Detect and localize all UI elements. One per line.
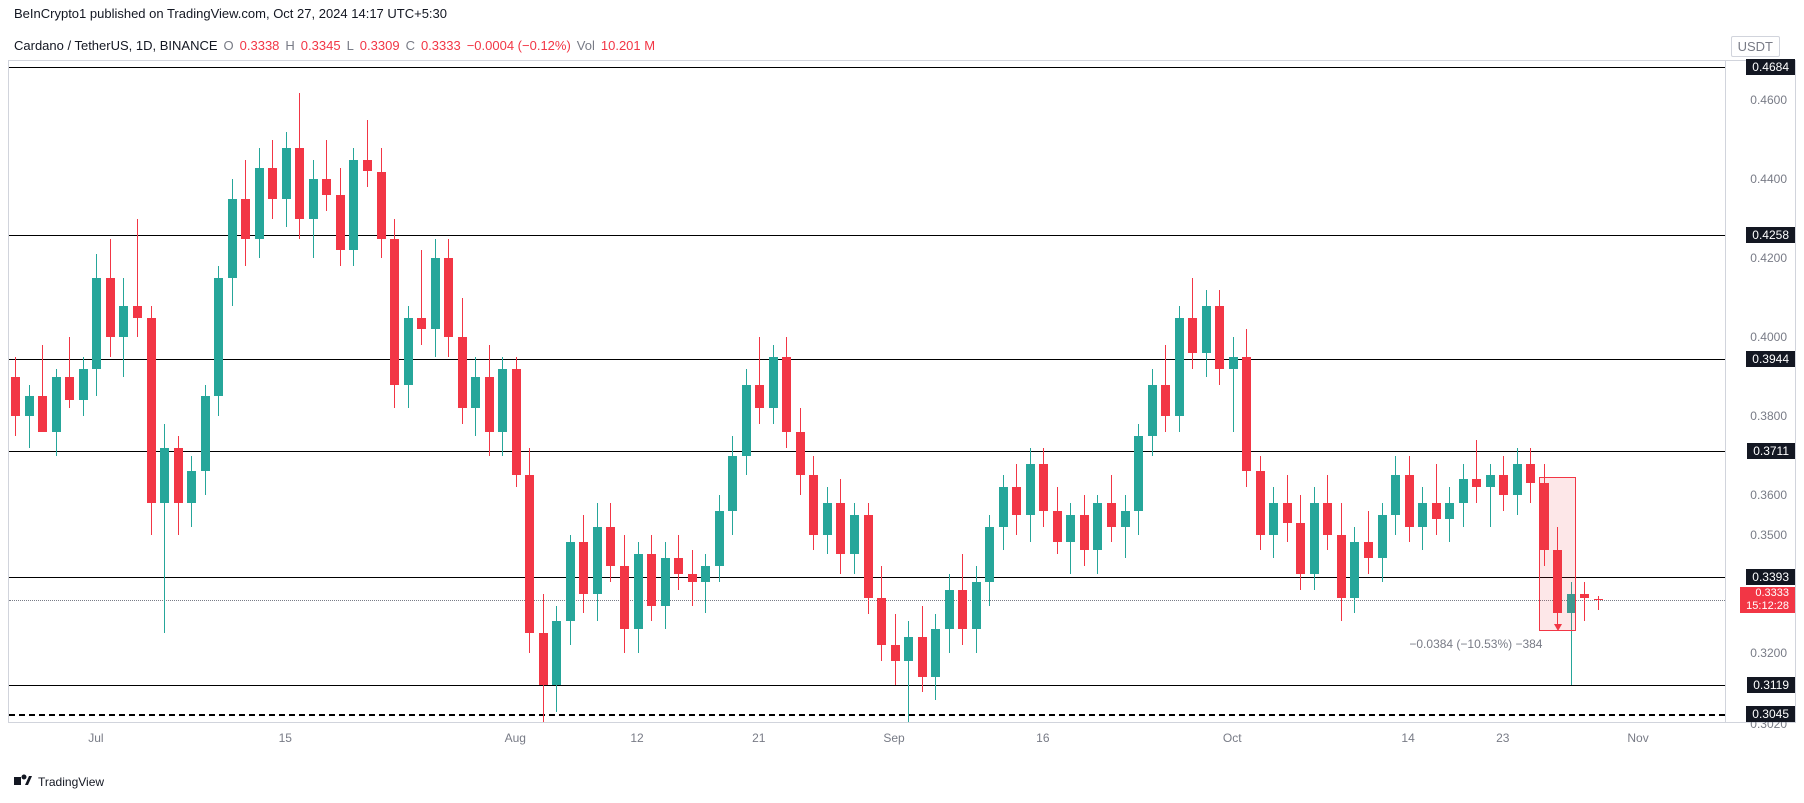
vol-label: Vol bbox=[577, 38, 595, 53]
time-axis[interactable]: Jul 15 Aug 12 21 Sep 16 Oct 14 23 Nov bbox=[8, 725, 1726, 755]
ohlc-c-label: C bbox=[406, 38, 415, 53]
horizontal-line[interactable] bbox=[9, 235, 1725, 236]
hline-price-label: 0.4258 bbox=[1746, 227, 1795, 243]
y-tick-label: 0.4200 bbox=[1750, 251, 1787, 265]
symbol-name[interactable]: Cardano / TetherUS, 1D, BINANCE bbox=[14, 38, 218, 53]
ohlc-change: −0.0004 (−0.12%) bbox=[467, 38, 571, 53]
hline-price-label: 0.3393 bbox=[1746, 569, 1795, 585]
ohlc-c: 0.3333 bbox=[421, 38, 461, 53]
y-tick-label: 0.3600 bbox=[1750, 488, 1787, 502]
x-tick-label: Nov bbox=[1627, 731, 1648, 745]
publish-header: BeInCrypto1 published on TradingView.com… bbox=[0, 0, 1804, 30]
measure-box[interactable] bbox=[1539, 477, 1576, 631]
price-plot[interactable]: −0.0384 (−10.53%) −384 bbox=[9, 61, 1725, 722]
y-tick-label: 0.3800 bbox=[1750, 409, 1787, 423]
hline-price-label: 0.3944 bbox=[1746, 351, 1795, 367]
y-tick-label: 0.3500 bbox=[1750, 528, 1787, 542]
x-tick-label: Aug bbox=[505, 731, 526, 745]
x-tick-label: 12 bbox=[630, 731, 643, 745]
ohlc-o-label: O bbox=[224, 38, 234, 53]
x-tick-label: 21 bbox=[752, 731, 765, 745]
x-tick-label: 16 bbox=[1036, 731, 1049, 745]
y-tick-label: 0.4400 bbox=[1750, 172, 1787, 186]
horizontal-line[interactable] bbox=[9, 451, 1725, 452]
horizontal-line[interactable] bbox=[9, 67, 1725, 68]
chart-container: BeInCrypto1 published on TradingView.com… bbox=[0, 0, 1804, 803]
ohlc-h: 0.3345 bbox=[301, 38, 341, 53]
current-price-label: 0.333315:12:28 bbox=[1740, 587, 1795, 613]
measure-arrow-icon bbox=[1554, 624, 1562, 631]
hline-price-label: 0.4684 bbox=[1746, 59, 1795, 75]
horizontal-line[interactable] bbox=[9, 685, 1725, 686]
tradingview-attribution: TradingView bbox=[14, 774, 104, 789]
horizontal-line[interactable] bbox=[9, 359, 1725, 360]
horizontal-line[interactable] bbox=[9, 714, 1725, 716]
y-tick-label: 0.3200 bbox=[1750, 646, 1787, 660]
hline-price-label: 0.3119 bbox=[1747, 677, 1795, 693]
hline-price-label: 0.3711 bbox=[1747, 443, 1795, 459]
y-tick-label: 0.4600 bbox=[1750, 93, 1787, 107]
ohlc-l-label: L bbox=[347, 38, 354, 53]
price-axis[interactable]: 0.4600 0.4400 0.4200 0.4000 0.3800 0.3600 0.35… bbox=[1725, 61, 1795, 722]
symbol-legend: Cardano / TetherUS, 1D, BINANCE O0.3338 … bbox=[14, 38, 655, 53]
x-tick-label: Sep bbox=[883, 731, 904, 745]
y-tick-label: 0.4000 bbox=[1750, 330, 1787, 344]
tradingview-logo-icon bbox=[14, 774, 32, 789]
ohlc-h-label: H bbox=[285, 38, 294, 53]
x-tick-label: 15 bbox=[279, 731, 292, 745]
tradingview-brand-text: TradingView bbox=[38, 775, 104, 789]
x-tick-label: Jul bbox=[88, 731, 103, 745]
ohlc-l: 0.3309 bbox=[360, 38, 400, 53]
chart-panel[interactable]: −0.0384 (−10.53%) −384 0.4600 0.4400 0.420… bbox=[8, 60, 1796, 723]
x-tick-label: 14 bbox=[1401, 731, 1414, 745]
hline-price-label: 0.3045 bbox=[1746, 706, 1795, 722]
ohlc-o: 0.3338 bbox=[240, 38, 280, 53]
x-tick-label: Oct bbox=[1223, 731, 1242, 745]
vol-value: 10.201 M bbox=[601, 38, 655, 53]
quote-unit-button[interactable]: USDT bbox=[1731, 36, 1780, 57]
measure-text: −0.0384 (−10.53%) −384 bbox=[1409, 637, 1542, 651]
x-tick-label: 23 bbox=[1496, 731, 1509, 745]
